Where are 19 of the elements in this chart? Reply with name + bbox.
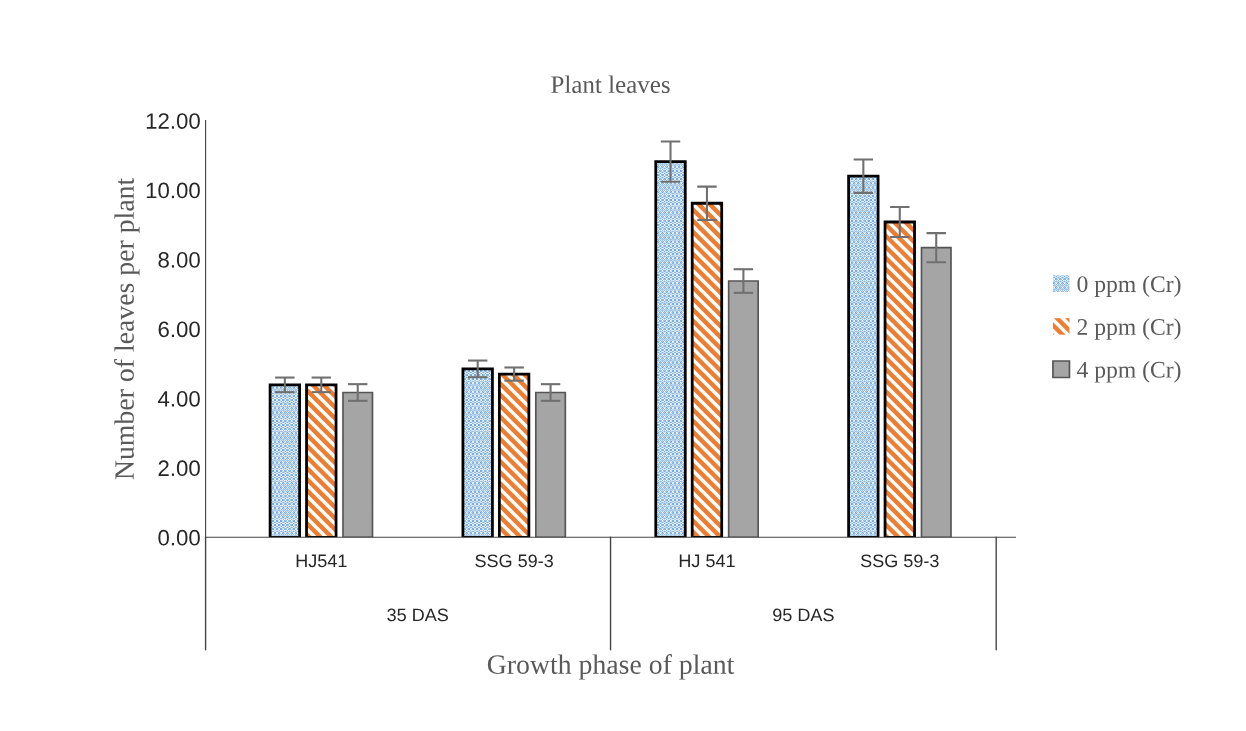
- y-tick-label: 8.00: [158, 252, 200, 268]
- text: 35 DAS: [387, 608, 448, 622]
- y-tick-label: 12.00: [146, 113, 200, 129]
- y-tick-label: 2.00: [158, 460, 200, 477]
- x-tick-label: SSG 59-3: [860, 554, 939, 568]
- legend-label: 2 ppm (Cr): [1077, 318, 1181, 340]
- legend-label: 4 ppm (Cr): [1077, 361, 1181, 383]
- y-tick-label: 6.00: [158, 321, 200, 338]
- x-axis-title: Growth phase of plant: [487, 654, 735, 680]
- legend-label: 0 ppm (Cr): [1077, 275, 1181, 297]
- x-tick-label: HJ541: [296, 554, 347, 568]
- x-tick-label: HJ 541: [679, 554, 735, 568]
- y-tick-label: 4.00: [157, 390, 200, 407]
- y-tick-label: 10.00: [146, 182, 200, 199]
- y-tick-label: 0.00: [158, 529, 200, 546]
- y-axis-title: Number of leaves per plant: [114, 177, 140, 480]
- x-tick-label: SSG 59-3: [475, 554, 553, 568]
- chart-title: Plant leaves: [551, 75, 670, 94]
- text: 95 DAS: [773, 608, 834, 622]
